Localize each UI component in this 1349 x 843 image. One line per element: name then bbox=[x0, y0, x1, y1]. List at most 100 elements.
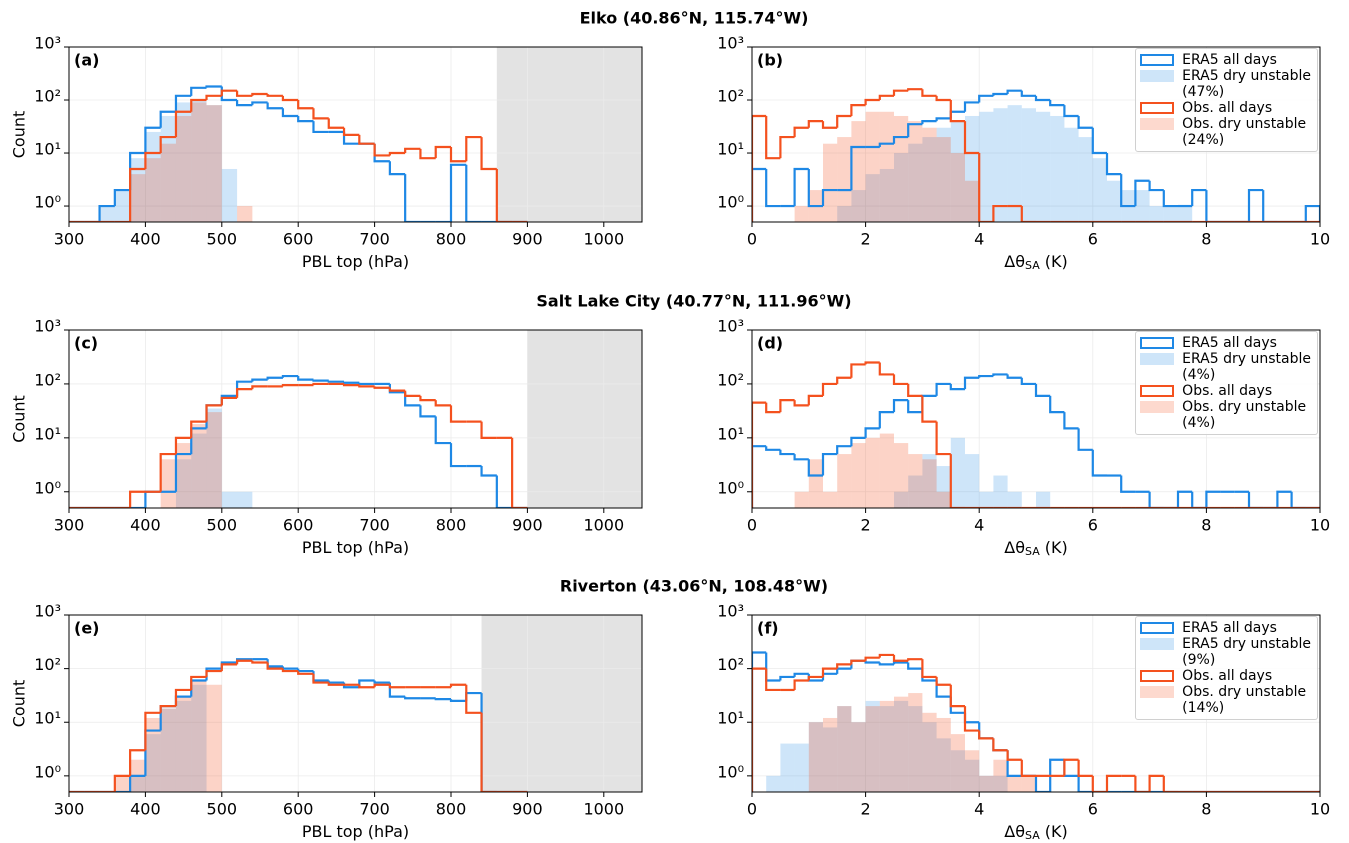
hist-step bbox=[1205, 190, 1221, 222]
hist-step bbox=[765, 168, 781, 208]
hist-step bbox=[327, 680, 345, 684]
hist-step bbox=[949, 100, 965, 123]
legend-swatch bbox=[1140, 353, 1175, 365]
hist-step bbox=[312, 671, 329, 682]
hist-step bbox=[1176, 490, 1193, 508]
hist-step bbox=[1091, 127, 1107, 155]
hist-step bbox=[892, 399, 909, 413]
hist-step bbox=[342, 381, 360, 384]
legend-swatch bbox=[1140, 622, 1175, 634]
hist-step bbox=[190, 98, 207, 112]
hist-step bbox=[807, 168, 823, 208]
axes-frame bbox=[68, 329, 643, 509]
legend-swatch bbox=[1140, 54, 1175, 66]
hist-bar bbox=[1149, 206, 1164, 222]
legend-entry: ERA5 dry unstable (47%) bbox=[1140, 68, 1311, 100]
hist-bar bbox=[851, 190, 866, 222]
plot-area bbox=[752, 330, 1320, 508]
hist-bar bbox=[936, 127, 951, 222]
y-tick-label: 10² bbox=[717, 370, 744, 389]
x-tick-label: 8 bbox=[1201, 516, 1211, 535]
row-title: Riverton (43.06°N, 108.48°W) bbox=[560, 577, 828, 596]
legend-swatch bbox=[1140, 686, 1175, 698]
legend-entry: Obs. dry unstable (24%) bbox=[1140, 116, 1311, 148]
legend-entry: ERA5 all days bbox=[1140, 52, 1311, 68]
hist-step bbox=[98, 204, 115, 222]
hist-step bbox=[821, 188, 838, 207]
y-tick-label: 10¹ bbox=[34, 709, 61, 728]
hist-bar bbox=[879, 700, 894, 792]
hist-step bbox=[752, 167, 767, 222]
panel-label: (f) bbox=[757, 619, 779, 638]
legend-label: Obs. dry unstable (14%) bbox=[1182, 684, 1307, 716]
hist-step bbox=[1049, 100, 1065, 107]
shaded-region bbox=[481, 615, 642, 792]
hist-bar bbox=[837, 706, 852, 792]
hist-step bbox=[511, 437, 528, 508]
hist-step bbox=[251, 101, 268, 106]
hist-step bbox=[836, 663, 852, 669]
hist-step bbox=[449, 146, 467, 163]
hist-bar bbox=[175, 696, 192, 792]
hist-step bbox=[878, 653, 894, 658]
hist-bar bbox=[1064, 127, 1079, 222]
hist-step bbox=[404, 392, 421, 407]
hist-bar bbox=[191, 102, 207, 222]
hist-step bbox=[1020, 759, 1036, 777]
hist-step bbox=[235, 100, 253, 107]
panel-label: (d) bbox=[757, 334, 783, 353]
legend-swatch bbox=[1140, 118, 1175, 130]
x-axis-label-main: Δθ bbox=[1004, 252, 1025, 271]
x-tick-label: 400 bbox=[130, 800, 161, 819]
hist-step bbox=[266, 93, 283, 97]
hist-step bbox=[480, 137, 497, 171]
hist-step bbox=[266, 102, 283, 110]
hist-step bbox=[765, 402, 781, 414]
x-axis-label-main: PBL top (hPa) bbox=[302, 252, 409, 271]
hist-step bbox=[388, 387, 406, 392]
legend: ERA5 all days ERA5 dry unstable (9%) Obs. … bbox=[1135, 616, 1318, 720]
hist-step bbox=[358, 385, 375, 388]
hist-step bbox=[935, 117, 951, 122]
hist-bar bbox=[1163, 206, 1178, 222]
x-tick-label: 2 bbox=[861, 516, 871, 535]
hist-step bbox=[404, 390, 421, 397]
hist-bar bbox=[894, 443, 909, 508]
hist-step bbox=[1120, 475, 1136, 493]
y-tick-label: 10² bbox=[34, 655, 61, 674]
hist-step bbox=[1148, 491, 1164, 508]
y-tick-label: 10² bbox=[717, 87, 744, 106]
hist-bar bbox=[865, 174, 880, 222]
hist-step bbox=[1034, 383, 1051, 397]
x-tick-label: 600 bbox=[283, 800, 314, 819]
hist-step bbox=[220, 89, 238, 96]
hist-step bbox=[864, 361, 880, 365]
legend-entry: ERA5 all days bbox=[1140, 620, 1311, 636]
hist-step bbox=[978, 730, 994, 740]
y-tick-label: 10³ bbox=[717, 34, 744, 53]
hist-step bbox=[807, 394, 823, 406]
hist-step bbox=[864, 660, 880, 664]
hist-bar bbox=[206, 105, 222, 222]
hist-bar bbox=[908, 693, 923, 792]
hist-step bbox=[992, 204, 1008, 222]
axes-frame bbox=[68, 614, 643, 793]
hist-step bbox=[144, 711, 161, 751]
hist-step bbox=[878, 362, 894, 376]
y-tick-label: 10¹ bbox=[34, 424, 61, 443]
hist-step bbox=[129, 749, 146, 776]
hist-step bbox=[113, 188, 131, 207]
hist-step bbox=[1006, 750, 1022, 761]
hist-bar bbox=[851, 722, 866, 792]
hist-bar bbox=[1092, 158, 1107, 222]
hist-step bbox=[1162, 190, 1178, 208]
hist-bar bbox=[1135, 190, 1150, 222]
hist-step bbox=[205, 85, 222, 88]
hist-step bbox=[836, 114, 852, 128]
hist-bar bbox=[160, 143, 176, 222]
hist-step bbox=[752, 114, 767, 222]
x-tick-label: 300 bbox=[54, 230, 85, 249]
y-tick-label: 10⁰ bbox=[34, 478, 61, 497]
hist-bar bbox=[1007, 491, 1022, 508]
hist-step bbox=[935, 95, 951, 102]
